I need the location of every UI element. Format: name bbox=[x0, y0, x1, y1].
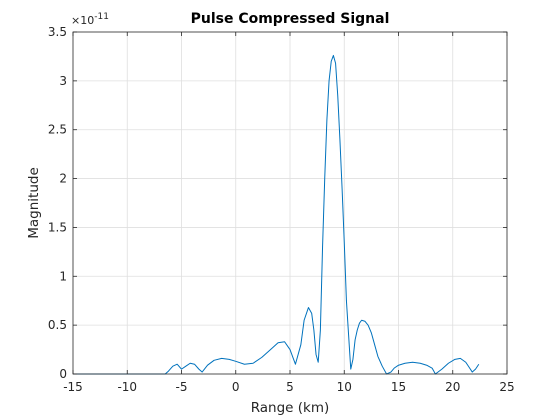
grid-lines bbox=[73, 32, 507, 374]
y-tick-label: 0.5 bbox=[48, 318, 67, 332]
x-tick-label: 0 bbox=[232, 380, 240, 394]
y-axis-label: Magnitude bbox=[26, 167, 42, 239]
y-tick-label: 1.5 bbox=[48, 220, 67, 234]
series-layer bbox=[73, 54, 480, 375]
x-tick-label: 10 bbox=[337, 380, 352, 394]
x-tick-label: -15 bbox=[63, 380, 83, 394]
y-exponent-power: -11 bbox=[94, 12, 109, 22]
y-tick-label: 2.5 bbox=[48, 123, 67, 137]
x-tick-label: 25 bbox=[499, 380, 514, 394]
y-tick-label: 0 bbox=[59, 367, 67, 381]
x-axis-label: Range (km) bbox=[251, 400, 330, 416]
y-tick-label: 1 bbox=[59, 269, 67, 283]
chart-title: Pulse Compressed Signal bbox=[191, 11, 390, 27]
y-exponent-base: ×10 bbox=[71, 14, 94, 27]
x-tick-label: -5 bbox=[176, 380, 188, 394]
x-tick-label: 5 bbox=[286, 380, 294, 394]
y-tick-label: 3 bbox=[59, 74, 67, 88]
x-tick-label: 15 bbox=[391, 380, 406, 394]
y-tick-label: 3.5 bbox=[48, 25, 67, 39]
series-line bbox=[73, 54, 480, 375]
tick-marks bbox=[72, 31, 508, 375]
y-tick-label: 2 bbox=[59, 172, 67, 186]
y-exponent-label: ×10-11 bbox=[71, 12, 109, 27]
x-tick-labels: -15 -10 -5 0 5 10 15 20 25 bbox=[63, 380, 514, 394]
x-tick-label: 20 bbox=[445, 380, 460, 394]
x-tick-label: -10 bbox=[117, 380, 137, 394]
y-tick-labels: 0 0.5 1 1.5 2 2.5 3 3.5 bbox=[48, 25, 67, 381]
